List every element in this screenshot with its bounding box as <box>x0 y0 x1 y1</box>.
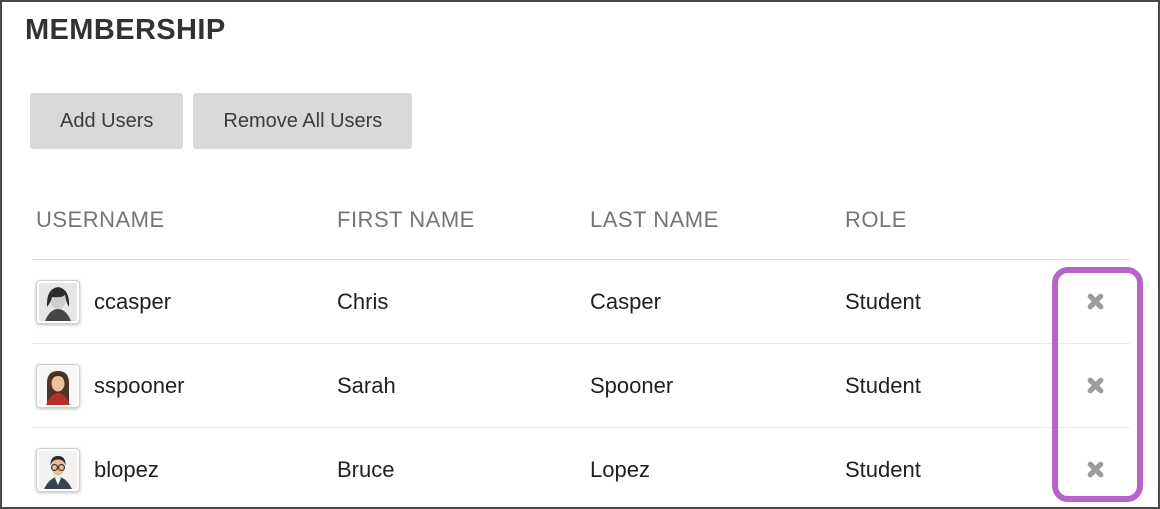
table-row: sspooner Sarah Spooner Student <box>32 344 1130 428</box>
remove-all-users-button[interactable]: Remove All Users <box>193 93 413 149</box>
last-name-cell: Casper <box>590 288 661 314</box>
first-name-cell: Sarah <box>337 372 396 398</box>
x-icon <box>1087 293 1103 310</box>
column-header-username: USERNAME <box>36 206 165 232</box>
first-name-cell: Bruce <box>337 456 395 482</box>
add-users-button[interactable]: Add Users <box>30 93 184 149</box>
first-name-cell: Chris <box>337 288 389 314</box>
role-cell: Student <box>845 372 921 398</box>
avatar-blopez <box>36 447 80 492</box>
column-header-last-name: LAST NAME <box>590 206 719 232</box>
username-text: sspooner <box>94 372 185 398</box>
page-title: MEMBERSHIP <box>25 14 226 46</box>
role-cell: Student <box>845 456 921 482</box>
username-text: ccasper <box>94 288 172 314</box>
username-cell: blopez <box>32 447 337 492</box>
username-text: blopez <box>94 456 159 482</box>
table-header-row: USERNAME FIRST NAME LAST NAME ROLE <box>32 180 1130 260</box>
avatar-sspooner <box>36 363 80 408</box>
remove-user-button[interactable] <box>1079 453 1112 486</box>
x-icon <box>1087 377 1103 394</box>
column-header-role: ROLE <box>845 206 907 232</box>
remove-user-button[interactable] <box>1079 369 1112 402</box>
username-cell: sspooner <box>32 363 337 408</box>
remove-cell <box>1060 369 1130 402</box>
last-name-cell: Lopez <box>590 456 650 482</box>
toolbar: Add Users Remove All Users <box>30 93 413 149</box>
remove-cell <box>1060 453 1130 486</box>
remove-cell <box>1060 285 1130 318</box>
remove-user-button[interactable] <box>1079 285 1112 318</box>
avatar-ccasper <box>36 279 80 324</box>
table-row: ccasper Chris Casper Student <box>32 260 1130 344</box>
x-icon <box>1087 461 1103 478</box>
table-row: blopez Bruce Lopez Student <box>32 428 1130 507</box>
role-cell: Student <box>845 288 921 314</box>
column-header-first-name: FIRST NAME <box>337 206 475 232</box>
username-cell: ccasper <box>32 279 337 324</box>
membership-table: USERNAME FIRST NAME LAST NAME ROLE ccasp… <box>32 180 1130 507</box>
last-name-cell: Spooner <box>590 372 674 398</box>
